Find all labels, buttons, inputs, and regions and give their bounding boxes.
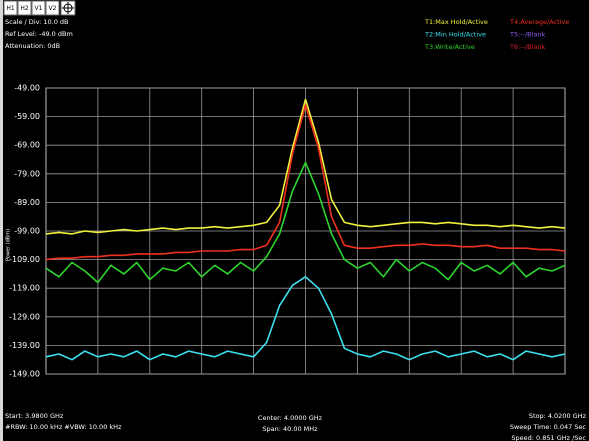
y-tick-label: -99.00 [14, 227, 40, 236]
info-text: Scale / Div: 10.0 dB [5, 18, 69, 26]
footer-text: Center: 4.0000 GHz [258, 414, 323, 422]
legend-entry: T3:Write/Active [424, 43, 475, 51]
info-text: Attenuation: 0dB [5, 42, 60, 50]
y-tick-label: -89.00 [14, 198, 40, 207]
toolbar-button[interactable]: V2 [45, 0, 60, 16]
footer-text: Stop: 4.0200 GHz [529, 412, 587, 420]
y-tick-label: -129.00 [9, 312, 40, 321]
legend-entry: T1:Max Hold/Active [424, 18, 488, 26]
button-frame [31, 0, 46, 16]
footer-text: Span: 40.00 MHz [262, 425, 318, 433]
footer-text: Sweep Time: 0.047 Sec [510, 423, 587, 431]
trace [45, 98, 566, 235]
button-label: V2 [49, 5, 57, 12]
trace [45, 276, 566, 361]
y-tick-label: -49.00 [14, 84, 40, 93]
y-tick-label: -79.00 [14, 169, 40, 178]
y-tick-label: -139.00 [9, 341, 40, 350]
footer-text: #RBW: 10.00 kHz #VBW: 10.00 kHz [5, 423, 122, 431]
y-tick-label: -109.00 [9, 255, 40, 264]
button-frame [45, 0, 60, 16]
legend-entry: T5:--/Blank [509, 31, 546, 39]
left-edge [0, 0, 3, 441]
y-axis-label: Power (dBm) [6, 229, 12, 261]
crosshair-button[interactable] [60, 0, 76, 16]
footer-text: Speed: 0.851 GHz /Sec [511, 434, 586, 441]
legend-entry: T6:--/Blank [509, 43, 546, 51]
y-tick-label: -149.00 [9, 370, 40, 379]
legend-entry: T4:Average/Active [509, 18, 569, 26]
trace [45, 104, 566, 261]
legend-entry: T2:Min Hold/Active [424, 31, 486, 39]
y-tick-label: -119.00 [9, 284, 40, 293]
toolbar-button[interactable]: H2 [17, 0, 32, 16]
button-frame [3, 0, 18, 16]
trace [45, 161, 566, 284]
y-tick-label: -59.00 [14, 112, 40, 121]
toolbar-button[interactable]: H1 [3, 0, 18, 16]
y-tick-label: -69.00 [14, 141, 40, 150]
button-frame [17, 0, 32, 16]
info-text: Ref Level: -49.0 dBm [5, 30, 73, 38]
button-label: V1 [35, 5, 43, 12]
toolbar-button[interactable]: V1 [31, 0, 46, 16]
footer-text: Start: 3.9800 GHz [5, 412, 64, 420]
button-label: H1 [6, 5, 15, 12]
button-label: H2 [20, 5, 29, 12]
